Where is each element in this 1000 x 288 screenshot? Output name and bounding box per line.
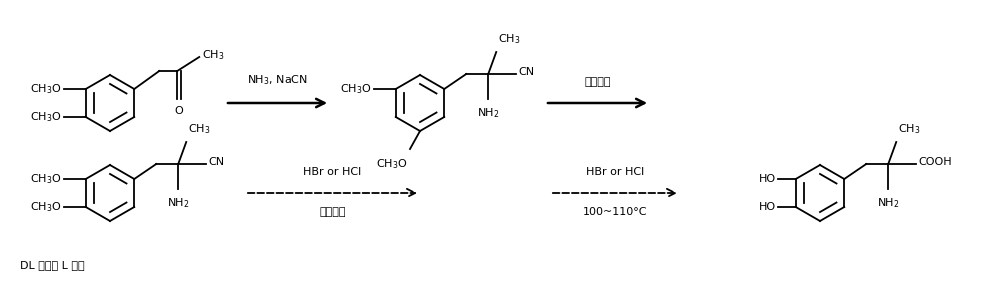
Text: CH$_3$O: CH$_3$O <box>376 157 408 171</box>
Text: CH$_3$: CH$_3$ <box>202 48 225 62</box>
Text: DL 构型或 L 构型: DL 构型或 L 构型 <box>20 260 85 270</box>
Text: COOH: COOH <box>918 157 952 167</box>
Text: CH$_3$O: CH$_3$O <box>30 110 62 124</box>
Text: 100~110°C: 100~110°C <box>583 207 647 217</box>
Text: HO: HO <box>759 174 776 184</box>
Text: CH$_3$: CH$_3$ <box>498 32 521 46</box>
Text: CH$_3$O: CH$_3$O <box>340 82 372 96</box>
Text: NH$_2$: NH$_2$ <box>877 196 900 210</box>
Text: NH$_3$, NaCN: NH$_3$, NaCN <box>247 73 308 87</box>
Text: HBr or HCl: HBr or HCl <box>303 167 362 177</box>
Text: CH$_3$: CH$_3$ <box>898 122 921 136</box>
Text: CN: CN <box>208 157 224 167</box>
Text: HO: HO <box>759 202 776 212</box>
Text: O: O <box>175 106 184 116</box>
Text: 低温水解: 低温水解 <box>319 207 346 217</box>
Text: HBr or HCl: HBr or HCl <box>586 167 644 177</box>
Text: CH$_3$O: CH$_3$O <box>30 172 62 186</box>
Text: CH$_3$O: CH$_3$O <box>30 82 62 96</box>
Text: CH$_3$O: CH$_3$O <box>30 200 62 214</box>
Text: 手性拆分: 手性拆分 <box>584 77 611 87</box>
Text: NH$_2$: NH$_2$ <box>477 106 500 120</box>
Text: NH$_2$: NH$_2$ <box>167 196 190 210</box>
Text: CN: CN <box>518 67 534 77</box>
Text: CH$_3$: CH$_3$ <box>188 122 211 136</box>
